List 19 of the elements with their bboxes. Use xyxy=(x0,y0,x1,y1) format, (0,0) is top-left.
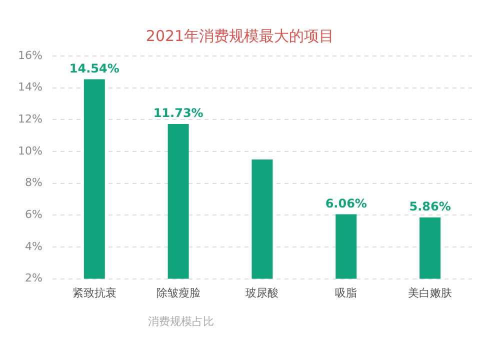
x-tick-label: 玻尿酸 xyxy=(246,286,279,300)
y-tick-label: 6% xyxy=(24,208,42,221)
y-tick-label: 12% xyxy=(18,112,42,126)
chart-title: 2021年消费规模最大的项目 xyxy=(146,26,334,45)
data-label: 5.86% xyxy=(409,199,451,214)
data-label: 11.73% xyxy=(153,106,204,120)
data-label: 6.06% xyxy=(325,196,367,210)
y-tick-label: 16% xyxy=(18,48,42,62)
y-tick-label: 4% xyxy=(24,240,42,253)
x-tick-label: 吸脂 xyxy=(335,286,358,300)
y-tick-label: 14% xyxy=(18,80,42,94)
data-label: 14.54% xyxy=(69,61,120,76)
text: 消费规模占比 xyxy=(148,314,215,329)
y-tick-label: 2% xyxy=(24,272,42,285)
x-tick-label: 美白嫩肤 xyxy=(408,286,452,300)
x-tick-label: 除皱瘦脸 xyxy=(156,286,200,300)
x-tick-label: 紧致抗衰 xyxy=(72,286,116,300)
y-tick-label: 10% xyxy=(18,144,42,158)
y-tick-label: 8% xyxy=(24,176,42,190)
